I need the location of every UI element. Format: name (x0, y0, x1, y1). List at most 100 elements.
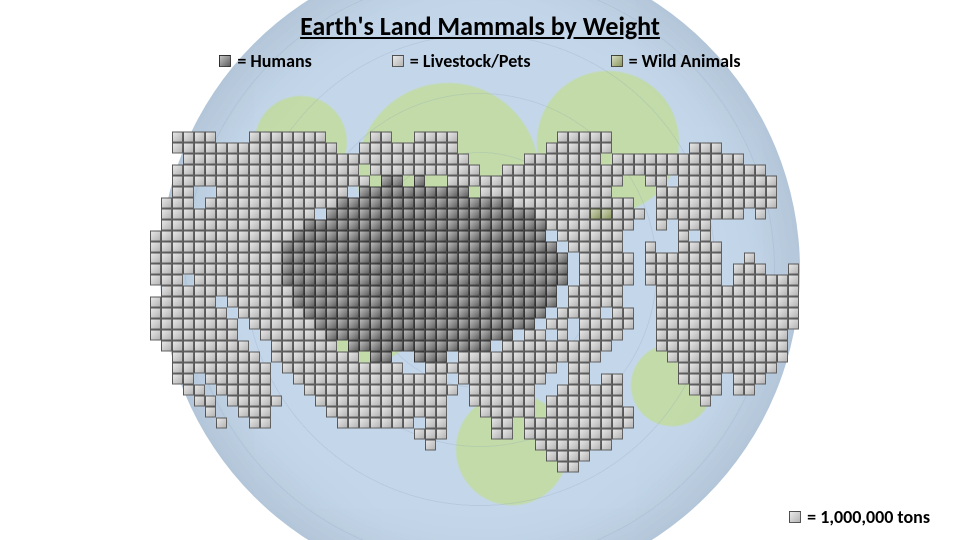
unit-square (337, 396, 348, 407)
unit-square (491, 396, 502, 407)
unit-square (161, 297, 172, 308)
unit-square (425, 352, 436, 363)
unit-square (601, 231, 612, 242)
unit-square (348, 308, 359, 319)
unit-square (359, 198, 370, 209)
unit-square (744, 319, 755, 330)
unit-square (172, 220, 183, 231)
unit-square (469, 319, 480, 330)
unit-square (337, 319, 348, 330)
unit-square (480, 385, 491, 396)
unit-square (579, 407, 590, 418)
unit-square (447, 209, 458, 220)
unit-square (414, 286, 425, 297)
unit-square (205, 209, 216, 220)
unit-square (557, 264, 568, 275)
unit-square (678, 286, 689, 297)
unit-square (700, 363, 711, 374)
unit-square (656, 286, 667, 297)
unit-square (249, 132, 260, 143)
unit-square (403, 341, 414, 352)
unit-square (645, 176, 656, 187)
unit-square (733, 154, 744, 165)
unit-square (282, 242, 293, 253)
unit-square (392, 264, 403, 275)
unit-square (513, 187, 524, 198)
unit-square (458, 154, 469, 165)
unit-square (381, 385, 392, 396)
unit-square (392, 341, 403, 352)
unit-square (271, 220, 282, 231)
unit-square (546, 352, 557, 363)
unit-square (524, 231, 535, 242)
unit-square (590, 253, 601, 264)
unit-square (326, 363, 337, 374)
unit-square (425, 440, 436, 451)
unit-square (513, 231, 524, 242)
unit-square (535, 374, 546, 385)
unit-square (678, 187, 689, 198)
unit-square (194, 154, 205, 165)
unit-square (359, 341, 370, 352)
unit-square (590, 352, 601, 363)
unit-square (183, 319, 194, 330)
unit-square (513, 242, 524, 253)
unit-square (249, 297, 260, 308)
unit-square (403, 143, 414, 154)
unit-square (766, 275, 777, 286)
unit-square (216, 187, 227, 198)
unit-square (535, 341, 546, 352)
unit-square (194, 363, 205, 374)
unit-square (590, 319, 601, 330)
unit-square (227, 187, 238, 198)
unit-square (315, 264, 326, 275)
unit-square (667, 352, 678, 363)
unit-square (667, 187, 678, 198)
unit-square (546, 220, 557, 231)
unit-square (733, 385, 744, 396)
unit-square (282, 143, 293, 154)
unit-square (150, 253, 161, 264)
unit-square (282, 132, 293, 143)
unit-square (414, 253, 425, 264)
unit-square (260, 176, 271, 187)
unit-square (656, 198, 667, 209)
unit-square (568, 429, 579, 440)
unit-square (282, 330, 293, 341)
unit-square (392, 385, 403, 396)
unit-square (194, 396, 205, 407)
unit-square (711, 253, 722, 264)
unit-square (293, 308, 304, 319)
unit-square (645, 264, 656, 275)
unit-square (337, 363, 348, 374)
unit-square (579, 154, 590, 165)
unit-square (304, 319, 315, 330)
unit-square (315, 187, 326, 198)
unit-square (403, 253, 414, 264)
unit-square (359, 330, 370, 341)
unit-square (425, 242, 436, 253)
unit-square (304, 308, 315, 319)
unit-square (238, 363, 249, 374)
unit-square (546, 242, 557, 253)
unit-square (403, 198, 414, 209)
unit-square (557, 143, 568, 154)
unit-square (326, 297, 337, 308)
unit-square (744, 264, 755, 275)
unit-square (557, 407, 568, 418)
unit-square (282, 297, 293, 308)
unit-square (557, 165, 568, 176)
unit-square (260, 308, 271, 319)
unit-square (524, 209, 535, 220)
unit-square (403, 286, 414, 297)
unit-square (315, 341, 326, 352)
unit-square (700, 330, 711, 341)
unit-square (238, 396, 249, 407)
unit-square (425, 385, 436, 396)
unit-square (348, 330, 359, 341)
unit-square (612, 253, 623, 264)
unit-square (381, 308, 392, 319)
unit-square (315, 385, 326, 396)
unit-square (788, 319, 799, 330)
unit-square (359, 176, 370, 187)
